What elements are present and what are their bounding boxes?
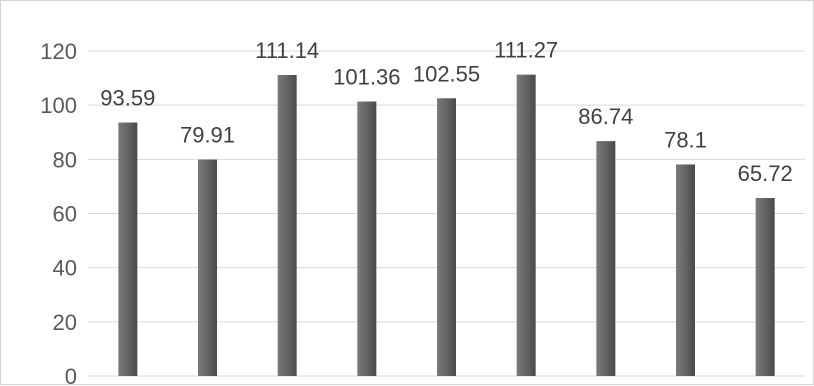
y-tick-label: 80 — [53, 147, 77, 172]
data-label-9: 65.72 — [738, 161, 793, 186]
bar-4 — [357, 101, 377, 376]
bar-9 — [755, 198, 775, 376]
y-tick-label: 120 — [40, 39, 77, 64]
y-tick-label: 20 — [53, 310, 77, 335]
data-labels: 93.59 79.91 111.14 101.36 102.55 111.27 86.74 7… — [100, 38, 792, 186]
bar-1 — [118, 122, 138, 376]
y-axis: 0 20 40 60 80 100 120 — [40, 39, 77, 386]
bars — [118, 74, 775, 377]
data-label-5: 102.55 — [413, 61, 480, 86]
data-label-1: 93.59 — [100, 86, 155, 111]
bar-5 — [437, 98, 456, 377]
bar-2 — [198, 159, 217, 376]
data-label-2: 79.91 — [180, 123, 235, 148]
bar-7 — [596, 141, 616, 376]
data-label-6: 111.27 — [494, 38, 558, 63]
bar-3 — [277, 74, 297, 376]
data-label-7: 86.74 — [578, 104, 633, 129]
bar-6 — [516, 74, 536, 377]
y-tick-label: 40 — [53, 256, 77, 281]
data-label-3: 111.14 — [255, 38, 319, 63]
data-label-8: 78.1 — [664, 127, 707, 152]
y-tick-label: 100 — [40, 93, 77, 118]
y-tick-label: 0 — [65, 364, 77, 386]
data-label-4: 101.36 — [333, 64, 400, 89]
y-tick-label: 60 — [53, 202, 77, 227]
bar-8 — [676, 164, 695, 376]
